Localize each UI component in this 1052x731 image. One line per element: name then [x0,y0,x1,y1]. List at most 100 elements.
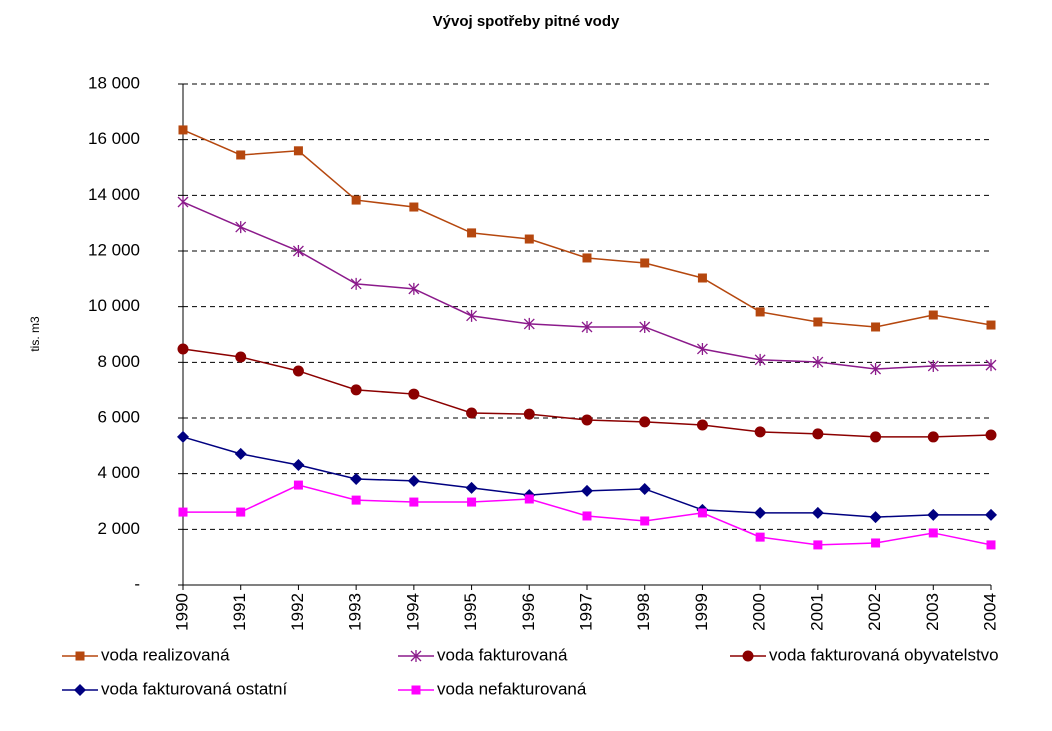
marker [581,484,593,497]
marker [985,429,997,441]
y-tick-label: 12 000 [88,240,140,259]
marker-shape [581,320,593,333]
marker [177,430,189,443]
marker [467,497,477,507]
marker [581,414,593,426]
marker-shape [696,342,708,355]
x-tick-label: 2002 [865,593,884,631]
marker [177,196,189,209]
marker [640,258,650,268]
marker [466,309,478,322]
x-tick-label: 1997 [576,593,595,631]
x-tick-label: 1994 [403,593,422,631]
marker [985,359,997,372]
marker-shape [178,507,188,517]
x-tick-label: 2000 [750,593,769,631]
legend-label: voda fakturovaná obyvatelstvo [769,645,999,664]
marker [293,146,303,156]
marker-shape [985,429,997,441]
marker [236,150,246,160]
marker-shape [927,431,939,443]
marker [870,431,882,443]
marker [927,508,940,521]
marker-shape [74,684,86,696]
legend-item: voda fakturovaná [398,645,568,664]
x-tick-label: 2004 [980,593,999,631]
marker-shape [236,150,246,160]
marker-shape [409,497,419,507]
marker-shape [465,481,478,494]
x-tick-label: 1995 [461,593,480,631]
marker [75,651,85,661]
legend-label: voda nefakturovaná [437,679,587,698]
legend-label: voda realizovaná [101,645,230,664]
marker [871,538,881,548]
marker-shape [754,426,766,438]
marker-shape [350,384,362,396]
marker [696,342,708,355]
marker [582,253,592,263]
marker-shape [351,195,361,205]
marker-shape [467,228,477,238]
marker [465,481,478,494]
marker [234,447,247,460]
marker [813,540,823,550]
marker-shape [409,202,419,212]
x-tick-label: 1990 [172,593,191,631]
marker [928,528,938,538]
marker [411,685,421,695]
marker-shape [350,277,362,290]
marker-shape [292,459,305,472]
marker [986,320,996,330]
marker-shape [178,125,188,135]
marker [236,507,246,517]
marker-shape [408,388,420,400]
marker-shape [350,472,363,485]
x-tick-label: 1999 [692,593,711,631]
marker [927,359,939,372]
x-tick-label: 1992 [288,593,307,631]
marker [986,540,996,550]
marker-shape [927,508,940,521]
marker [235,221,247,234]
marker-shape [466,407,478,419]
marker-shape [293,480,303,490]
marker [870,363,882,376]
marker [523,408,535,420]
marker [754,426,766,438]
y-tick-label: 10 000 [88,296,140,315]
marker [350,472,363,485]
marker-shape [524,234,534,244]
marker-shape [755,532,765,542]
marker-shape [813,540,823,550]
marker-shape [177,430,189,443]
marker-shape [812,356,824,369]
marker [292,365,304,377]
marker [235,351,247,363]
marker-shape [755,307,765,317]
marker-shape [985,359,997,372]
legend-item: voda fakturovaná ostatní [62,679,287,698]
marker [812,428,824,440]
marker-shape [582,511,592,521]
x-tick-label: 1996 [519,593,538,631]
legend-item: voda fakturovaná obyvatelstvo [730,645,999,664]
marker [351,195,361,205]
marker [742,650,754,662]
marker [408,282,420,295]
marker [292,459,305,472]
marker [466,407,478,419]
marker [638,482,651,495]
marker-shape [928,310,938,320]
marker-shape [234,447,247,460]
y-axis-label: tis. m3 [28,316,42,352]
marker-shape [754,506,767,519]
legend-label: voda fakturovaná [437,645,568,664]
marker-shape [928,528,938,538]
marker-shape [697,508,707,518]
x-tick-label: 2001 [807,593,826,631]
marker-shape [177,196,189,209]
series-line [182,201,992,370]
marker [928,310,938,320]
